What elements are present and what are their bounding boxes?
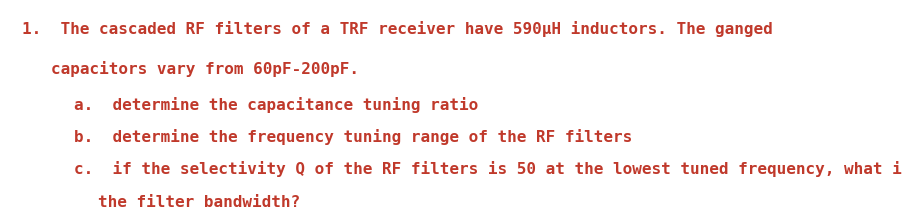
Text: 1.  The cascaded RF filters of a TRF receiver have 590μH inductors. The ganged: 1. The cascaded RF filters of a TRF rece… (22, 21, 772, 37)
Text: capacitors vary from 60pF-200pF.: capacitors vary from 60pF-200pF. (51, 61, 358, 77)
Text: c.  if the selectivity Q of the RF filters is 50 at the lowest tuned frequency, : c. if the selectivity Q of the RF filter… (74, 161, 903, 177)
Text: the filter bandwidth?: the filter bandwidth? (98, 196, 300, 210)
Text: b.  determine the frequency tuning range of the RF filters: b. determine the frequency tuning range … (74, 129, 631, 145)
Text: a.  determine the capacitance tuning ratio: a. determine the capacitance tuning rati… (74, 97, 478, 113)
